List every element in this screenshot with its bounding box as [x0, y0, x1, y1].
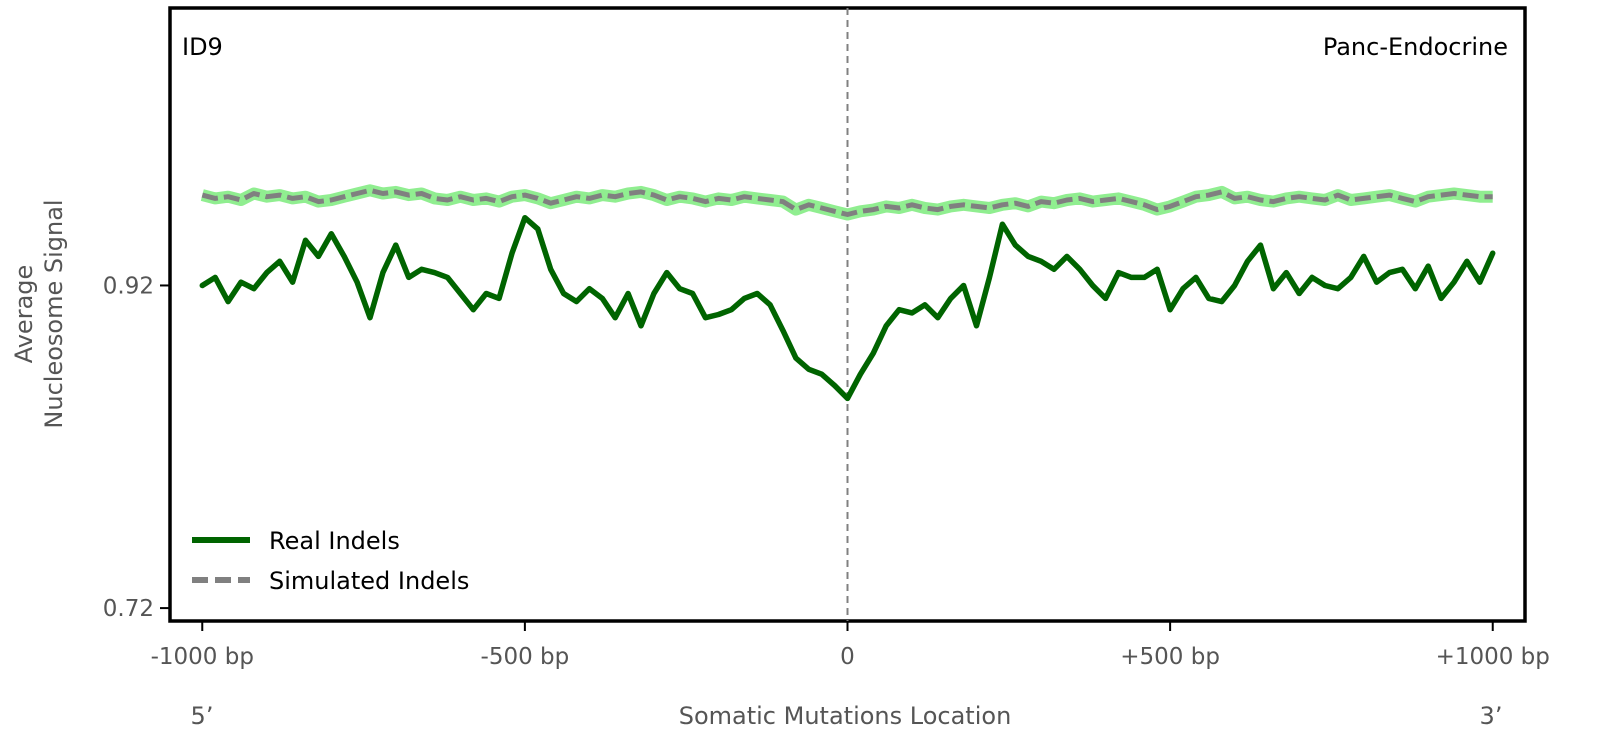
legend-label-real: Real Indels — [269, 527, 400, 555]
five-prime-label: 5’ — [191, 702, 214, 730]
x-tick-label: -500 bp — [481, 644, 570, 670]
x-axis-title: Somatic Mutations Location — [679, 702, 1012, 730]
signature-label: ID9 — [182, 33, 223, 61]
tissue-label: Panc-Endocrine — [1323, 33, 1508, 61]
y-tick-label: 0.92 — [103, 273, 154, 299]
y-axis-title-line2: Nucleosome Signal — [40, 199, 68, 428]
legend-label-simulated: Simulated Indels — [269, 567, 469, 595]
series-simulated-line — [201, 187, 1493, 217]
y-tick-label: 0.72 — [103, 596, 154, 622]
legend: Real Indels Simulated Indels — [192, 527, 469, 595]
x-tick-label: +500 bp — [1120, 644, 1220, 670]
y-axis: 0.92 0.72 — [103, 273, 170, 622]
x-tick-label: -1000 bp — [151, 644, 254, 670]
three-prime-label: 3’ — [1480, 702, 1503, 730]
series-real-line — [199, 214, 1496, 402]
x-tick-label: 0 — [840, 644, 855, 670]
y-axis-title-line1: Average — [10, 265, 38, 364]
x-axis: -1000 bp -500 bp 0 +500 bp +1000 bp — [151, 621, 1550, 670]
series-layer — [199, 184, 1496, 402]
x-tick-label: +1000 bp — [1436, 644, 1550, 670]
